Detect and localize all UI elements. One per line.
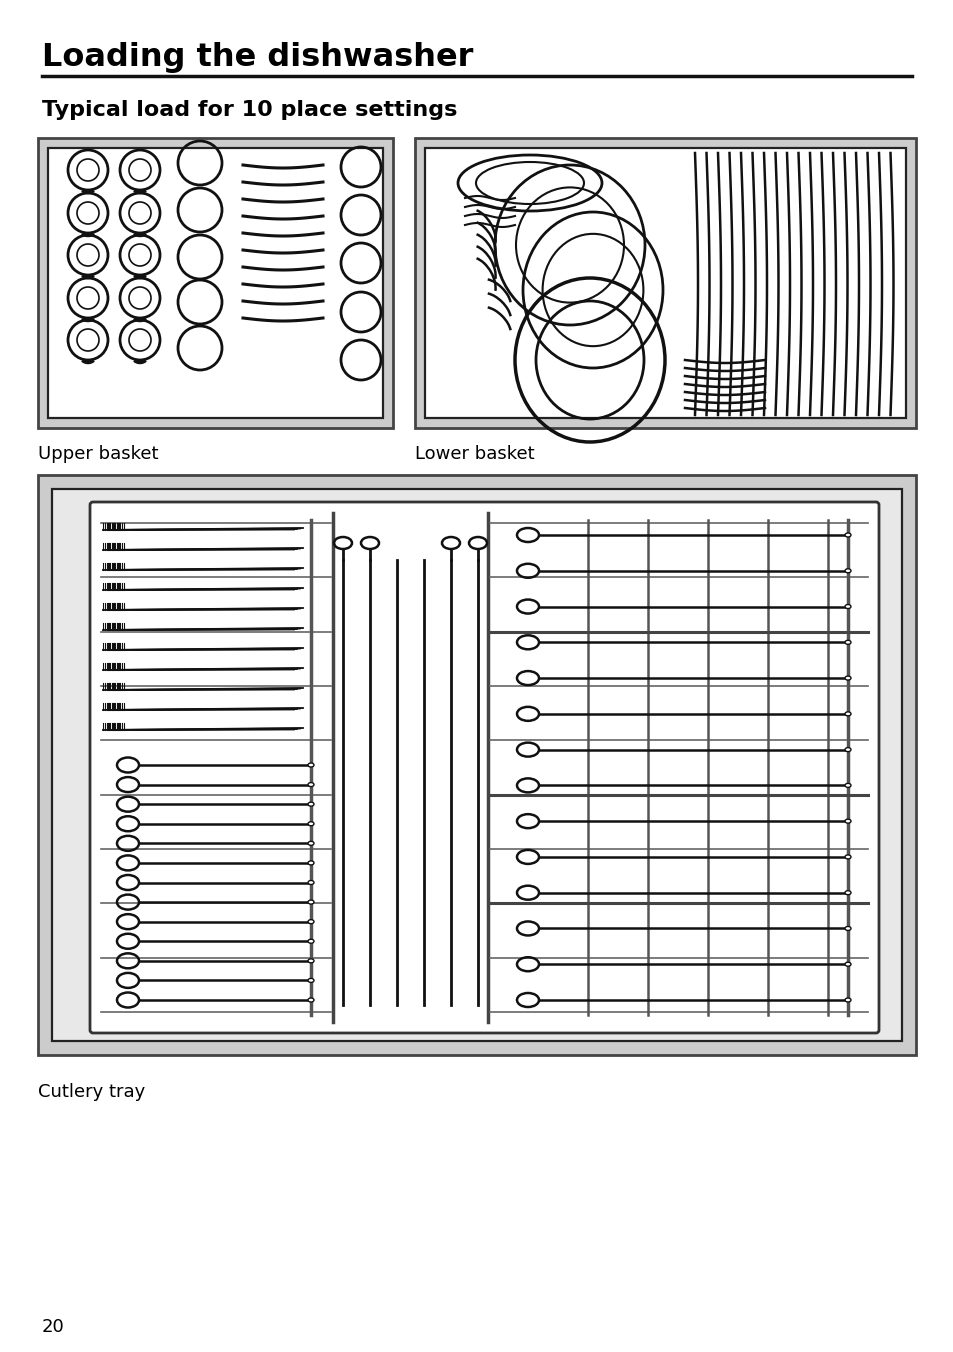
- Ellipse shape: [844, 783, 850, 787]
- Bar: [424, 147, 905, 418]
- Ellipse shape: [308, 979, 314, 983]
- Ellipse shape: [308, 919, 314, 923]
- Ellipse shape: [308, 861, 314, 865]
- Ellipse shape: [308, 940, 314, 944]
- Ellipse shape: [844, 963, 850, 967]
- Text: Upper basket: Upper basket: [38, 445, 158, 462]
- Ellipse shape: [844, 713, 850, 715]
- FancyBboxPatch shape: [90, 502, 878, 1033]
- Ellipse shape: [308, 802, 314, 806]
- Bar: [38, 138, 393, 429]
- Ellipse shape: [844, 604, 850, 608]
- Text: Cutlery tray: Cutlery tray: [38, 1083, 145, 1101]
- Ellipse shape: [844, 819, 850, 823]
- Bar: [48, 147, 382, 418]
- Ellipse shape: [308, 822, 314, 826]
- Bar: [52, 489, 901, 1041]
- Ellipse shape: [308, 900, 314, 904]
- Bar: [415, 138, 915, 429]
- Ellipse shape: [308, 880, 314, 884]
- Ellipse shape: [844, 641, 850, 645]
- Ellipse shape: [308, 783, 314, 787]
- Ellipse shape: [844, 569, 850, 573]
- Ellipse shape: [844, 998, 850, 1002]
- Ellipse shape: [844, 891, 850, 895]
- Ellipse shape: [844, 748, 850, 752]
- Ellipse shape: [308, 763, 314, 767]
- Ellipse shape: [308, 959, 314, 963]
- Text: Lower basket: Lower basket: [415, 445, 534, 462]
- Text: 20: 20: [42, 1318, 65, 1336]
- Bar: [38, 475, 915, 1055]
- Ellipse shape: [308, 998, 314, 1002]
- Ellipse shape: [844, 676, 850, 680]
- Ellipse shape: [844, 926, 850, 930]
- Ellipse shape: [844, 854, 850, 859]
- Ellipse shape: [308, 841, 314, 845]
- Text: Loading the dishwasher: Loading the dishwasher: [42, 42, 473, 73]
- Ellipse shape: [844, 533, 850, 537]
- Text: Typical load for 10 place settings: Typical load for 10 place settings: [42, 100, 456, 120]
